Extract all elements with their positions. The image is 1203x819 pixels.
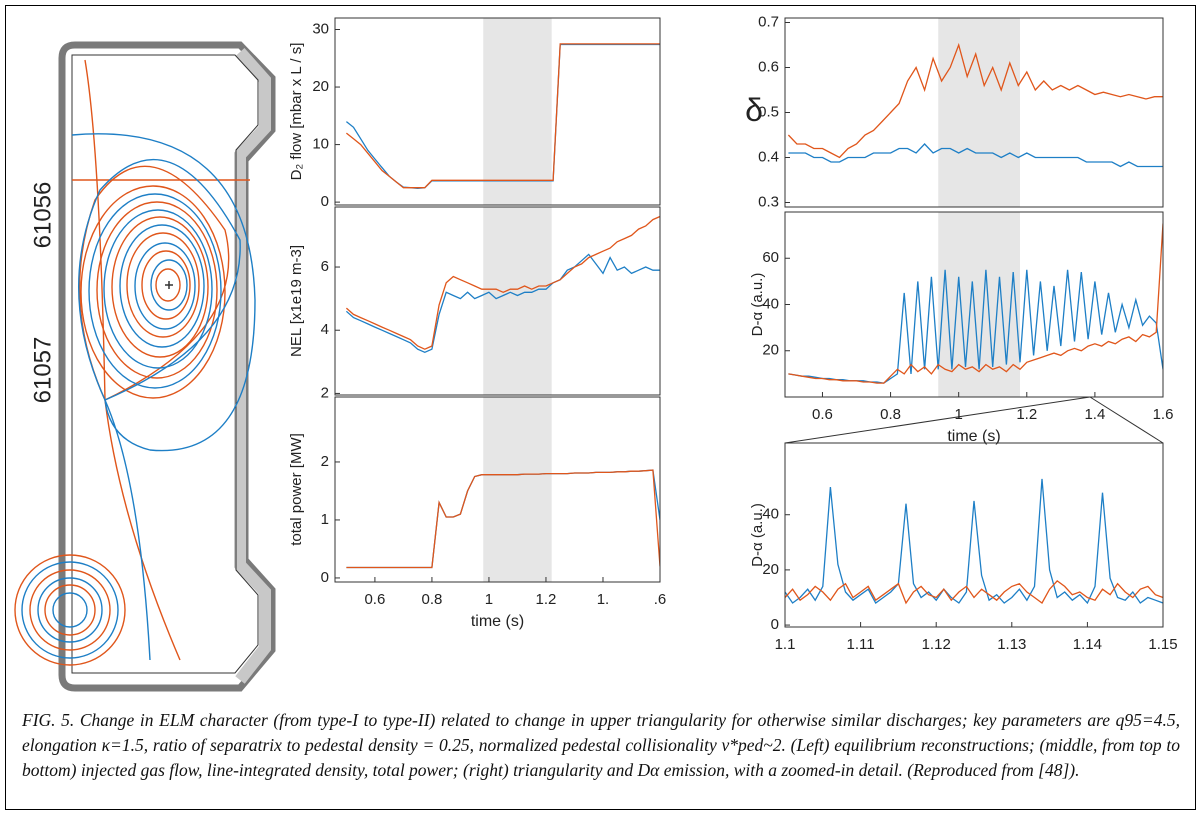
y-axis-label: D-α (a.u.) xyxy=(749,273,766,337)
x-tick-label: 0.6 xyxy=(364,591,385,608)
axes-box xyxy=(334,396,661,583)
y-tick-label: 1 xyxy=(321,511,329,528)
series-line xyxy=(785,580,1163,605)
y-tick-label: 2 xyxy=(321,453,329,470)
x-tick-label: 1 xyxy=(485,591,493,608)
plot-area xyxy=(785,478,1163,605)
x-tick-label: 1.15 xyxy=(1148,636,1177,653)
series-line xyxy=(787,42,1163,159)
y-tick-label: 40 xyxy=(762,295,779,312)
first-wall xyxy=(71,54,259,674)
y-tick-label: 20 xyxy=(762,342,779,359)
x-tick-label: 1.1 xyxy=(775,636,796,653)
x-tick-label: 1.13 xyxy=(997,636,1026,653)
x-tick-label: 0.6 xyxy=(812,406,833,423)
y-axis-label: D-α (a.u.) xyxy=(749,503,766,567)
highlight xyxy=(483,397,552,582)
plot-area xyxy=(788,223,1163,384)
figure-frame xyxy=(5,5,1196,810)
y-tick-label: 0.3 xyxy=(758,193,779,210)
x-axis-label: time (s) xyxy=(947,428,1000,445)
x-tick-label: 1.12 xyxy=(922,636,951,653)
y-tick-label: 40 xyxy=(762,506,779,523)
plot-area xyxy=(345,43,660,189)
x-axis-label: time (s) xyxy=(471,613,524,630)
axes-box xyxy=(334,206,661,396)
highlight xyxy=(938,18,1020,207)
y-tick-label: 0 xyxy=(771,616,779,633)
y-axis-label: total power [MW] xyxy=(288,433,305,546)
y-tick-label: 4 xyxy=(321,321,329,338)
shot-label: 61056 xyxy=(29,182,56,249)
x-tick-label: 1.14 xyxy=(1073,636,1102,653)
series-line xyxy=(788,143,1163,168)
y-tick-label: 60 xyxy=(762,249,779,266)
plot-area xyxy=(345,215,660,354)
axis-marker xyxy=(165,281,173,289)
y-tick-label: 0.6 xyxy=(758,58,779,75)
y-tick-label: 20 xyxy=(762,561,779,578)
series-line xyxy=(345,215,660,350)
x-tick-label: 1 xyxy=(955,406,963,423)
axes-box xyxy=(784,442,1164,628)
axes-box xyxy=(334,17,661,206)
zoom-lines xyxy=(784,396,1164,444)
y-axis-label: D₂ flow [mbar x L / s] xyxy=(288,43,305,181)
x-tick-label: .6 xyxy=(654,591,667,608)
series-line xyxy=(346,469,660,569)
equilibrium xyxy=(14,41,276,692)
y-tick-label: 0 xyxy=(321,193,329,210)
series-line xyxy=(785,478,1163,605)
plot-area xyxy=(787,42,1163,168)
y-tick-label: 0.5 xyxy=(758,103,779,120)
y-tick-label: 2 xyxy=(321,384,329,401)
y-tick-label: 6 xyxy=(321,258,329,275)
x-tick-label: 1. xyxy=(597,591,610,608)
plot-area xyxy=(346,469,660,569)
highlight xyxy=(483,207,552,395)
y-tick-label: 10 xyxy=(312,136,329,153)
x-tick-label: 1.4 xyxy=(1084,406,1105,423)
y-tick-label: 0.7 xyxy=(758,13,779,30)
y-tick-label: 0 xyxy=(321,569,329,586)
x-tick-label: 0.8 xyxy=(880,406,901,423)
x-tick-label: 1.2 xyxy=(1016,406,1037,423)
shot-label: 61057 xyxy=(29,337,56,404)
highlight xyxy=(483,18,552,205)
x-tick-label: 1.6 xyxy=(1153,406,1174,423)
flux-surfaces-61056 xyxy=(14,59,250,666)
caption: FIG. 5. Change in ELM character (from ty… xyxy=(22,710,1180,780)
x-tick-label: 1.2 xyxy=(536,591,557,608)
series-line xyxy=(345,43,660,189)
series-line xyxy=(788,223,1163,384)
y-tick-label: 0.4 xyxy=(758,148,779,165)
y-axis-label: δ xyxy=(745,92,763,128)
series-line xyxy=(345,253,660,354)
vessel-tiles xyxy=(234,48,271,684)
x-tick-label: 0.8 xyxy=(422,591,443,608)
y-tick-label: 20 xyxy=(312,78,329,95)
y-axis-label: NEL [x1e19 m-3] xyxy=(288,245,305,357)
x-tick-label: 1.11 xyxy=(847,636,875,653)
y-tick-label: 30 xyxy=(312,20,329,37)
flux-surfaces-61057 xyxy=(21,133,256,661)
